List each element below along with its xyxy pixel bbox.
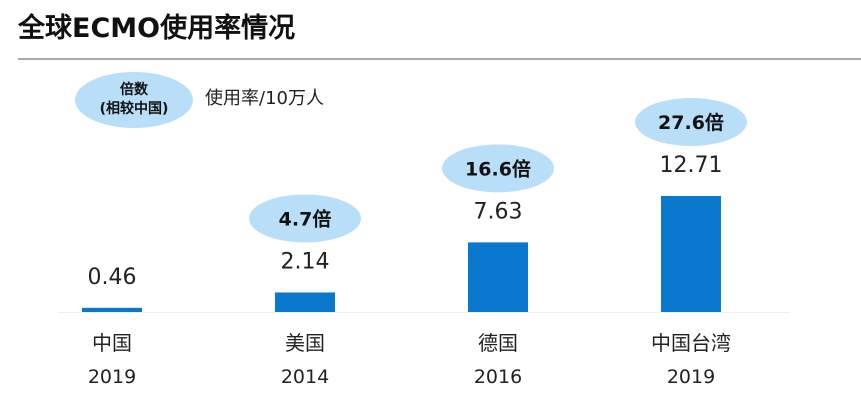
bar-2 [468,242,528,312]
category-label-3: 中国台湾 [651,331,731,355]
value-label-0: 0.46 [88,265,137,290]
title-divider [18,58,861,60]
multiple-label-3: 27.6倍 [658,111,724,134]
category-label-0: 中国 [92,331,132,355]
year-label-2: 2016 [474,366,522,388]
legend-multiple-badge: 倍数 (相较中国) [75,72,193,128]
legend-line-2: (相较中国) [99,101,169,117]
bar-0 [82,307,142,312]
legend-line-1: 倍数 [120,82,148,98]
value-label-3: 12.71 [660,153,723,178]
chart-title: 全球ECMO使用率情况 [18,13,296,44]
value-label-1: 2.14 [281,249,330,274]
unit-label: 使用率/10万人 [205,88,324,109]
multiple-label-2: 16.6倍 [465,157,531,180]
multiple-label-1: 4.7倍 [279,207,332,230]
multiple-badge-3 [635,98,747,146]
year-label-1: 2014 [281,366,329,388]
year-label-3: 2019 [667,366,715,388]
category-label-2: 德国 [478,331,518,355]
multiple-badge-2 [442,144,554,193]
bar-1 [275,292,335,312]
multiple-badge-1 [249,194,361,243]
value-label-2: 7.63 [474,199,523,224]
bar-3 [661,196,721,312]
year-label-0: 2019 [88,366,136,388]
category-label-1: 美国 [285,331,325,355]
